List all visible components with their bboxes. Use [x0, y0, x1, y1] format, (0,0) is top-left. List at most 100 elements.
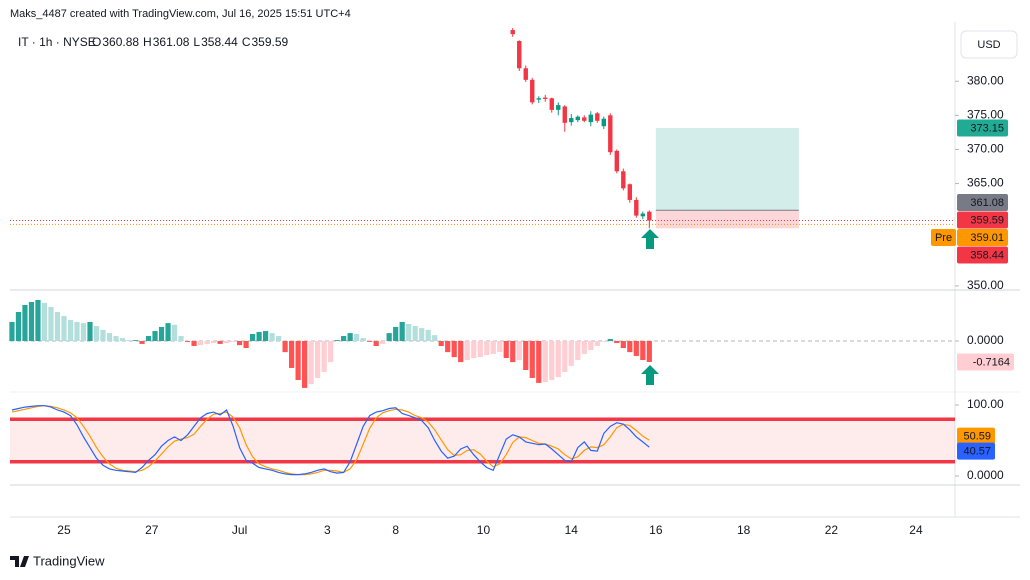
y-tick-label: 100.00: [967, 397, 1004, 411]
histogram-bar: [158, 326, 165, 341]
x-tick-label: 14: [565, 523, 579, 537]
candle-body: [608, 115, 613, 153]
candle-body: [595, 113, 600, 121]
y-tick-label: 0.0000: [967, 333, 1004, 347]
histogram-bar: [106, 333, 113, 341]
histogram-bar: [15, 311, 22, 341]
histogram-bar: [367, 341, 373, 342]
histogram-bar: [380, 341, 386, 344]
candle-body: [640, 213, 646, 217]
histogram-bar: [178, 336, 184, 341]
price-badge-label: 361.08: [970, 197, 1004, 209]
histogram-bar: [249, 333, 256, 341]
histogram-bar: [210, 341, 217, 344]
histogram-bar: [347, 333, 353, 341]
histogram-bar: [256, 331, 262, 341]
price-badge-label: 358.44: [970, 249, 1004, 261]
histogram-bar: [451, 341, 457, 358]
histogram-bar: [614, 341, 620, 344]
candle-body: [562, 106, 567, 123]
histogram-bar: [633, 341, 639, 356]
histogram-bar: [562, 341, 568, 373]
premarket-tag: [931, 228, 956, 246]
histogram-bar: [100, 329, 106, 341]
price-badge-label: 359.01: [970, 232, 1004, 244]
histogram-bar: [171, 324, 178, 341]
candle-body: [575, 116, 580, 121]
candle-body: [517, 40, 522, 69]
candle-body: [556, 105, 561, 110]
stop-zone: [655, 210, 799, 229]
histogram-bar: [341, 336, 347, 341]
price-badge: [957, 119, 1008, 137]
stoch-line: [11, 405, 650, 476]
currency-label: USD: [977, 39, 1000, 51]
histogram-bar: [523, 341, 529, 371]
histogram-bar: [223, 341, 230, 344]
histogram-bar: [321, 341, 327, 373]
premarket-tag-label: Pre: [935, 232, 952, 244]
histogram-bar: [22, 304, 28, 341]
histogram-bar: [386, 333, 392, 341]
x-tick-label: 27: [145, 523, 159, 537]
histogram-bar: [406, 324, 412, 341]
histogram-bar: [126, 340, 132, 341]
y-tick-label: 350.00: [967, 278, 1004, 292]
price-badge: [957, 228, 1008, 246]
histogram-bar: [61, 316, 67, 341]
histogram-bar: [217, 341, 223, 344]
histogram-bar: [464, 341, 470, 361]
histogram-bar: [354, 333, 360, 341]
histogram-bar: [393, 326, 399, 341]
histogram-bar: [627, 341, 633, 353]
candle-body: [549, 98, 554, 110]
histogram-bar: [230, 341, 236, 342]
histogram-bar: [243, 341, 249, 349]
histogram-bar: [601, 341, 607, 342]
candle-body: [614, 150, 620, 172]
histogram-bar: [9, 321, 15, 341]
histogram-bar: [328, 341, 334, 363]
brand: TradingView: [33, 553, 105, 568]
symbol-info: IT · 1h · NYSE: [18, 35, 96, 49]
histogram-bar: [503, 341, 509, 358]
currency-button[interactable]: [960, 30, 1018, 59]
histogram-bar: [295, 341, 301, 380]
histogram-bar: [93, 326, 100, 341]
band-fill: [10, 419, 955, 462]
legend-key: H: [143, 35, 152, 49]
histogram-bar: [308, 341, 314, 385]
histogram-bar: [510, 341, 516, 363]
x-tick-label: 10: [477, 523, 491, 537]
histogram-bar: [41, 302, 48, 341]
histogram-bar: [536, 341, 542, 383]
histogram-bar: [555, 341, 561, 378]
histogram-bar: [282, 341, 288, 353]
histogram-bar: [399, 321, 405, 341]
x-tick-label: Jul: [232, 523, 247, 537]
legend-value: 360.88: [102, 35, 139, 49]
histogram-bar: [607, 338, 613, 341]
candle-body: [530, 79, 535, 103]
price-badge-label: 373.15: [970, 122, 1004, 134]
histogram-bar: [204, 341, 210, 344]
histogram-bar: [236, 341, 243, 346]
histogram-bar: [80, 323, 87, 341]
histogram-bar: [568, 341, 574, 366]
histogram-bar: [74, 321, 80, 341]
histogram-bar: [191, 341, 197, 346]
histogram-bar: [165, 323, 171, 341]
histogram-bar: [54, 311, 61, 341]
histogram-bar: [262, 331, 269, 341]
histogram-bar: [315, 341, 321, 378]
x-tick-label: 22: [825, 523, 839, 537]
up-arrow: [641, 229, 659, 249]
price-badge-label: 359.59: [970, 214, 1004, 226]
histogram-bar: [28, 302, 35, 341]
candle-body: [510, 30, 515, 35]
histogram-bar: [276, 336, 282, 341]
histogram-bar: [425, 329, 431, 341]
histogram-bar: [302, 341, 308, 388]
legend-value: 359.59: [251, 35, 288, 49]
